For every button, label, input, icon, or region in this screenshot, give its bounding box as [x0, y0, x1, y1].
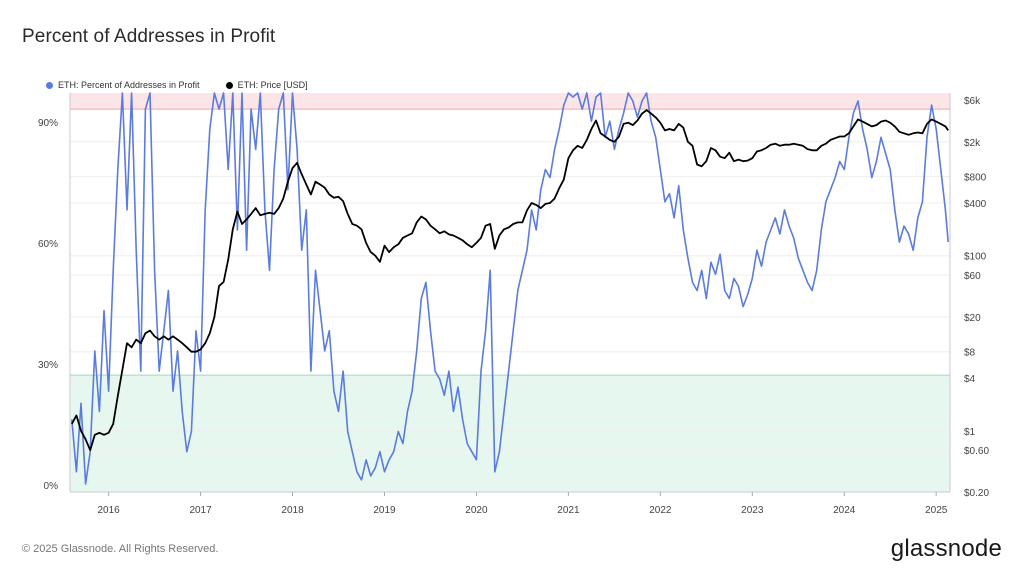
legend-dot-price	[225, 81, 233, 89]
y-left-tick-label-0: 0%	[44, 481, 59, 492]
legend-label-price: ETH: Price [USD]	[237, 80, 308, 90]
low-profit-zone-band	[70, 375, 950, 492]
x-tick-label-2016: 2016	[97, 505, 120, 516]
price-line	[71, 109, 949, 452]
y-right-tick-label-$4: $4	[964, 374, 976, 385]
chart-axes	[69, 93, 951, 496]
y-left-tick-label-30: 30%	[38, 360, 58, 371]
chart-legend: ETH: Percent of Addresses in Profit ETH:…	[46, 80, 308, 90]
page-title: Percent of Addresses in Profit	[22, 26, 276, 47]
x-tick-label-2021: 2021	[557, 505, 580, 516]
high-profit-zone-band	[70, 93, 950, 110]
y-right-tick-label-$0.60: $0.60	[964, 446, 989, 457]
x-tick-label-2022: 2022	[649, 505, 672, 516]
y-left-tick-label-60: 60%	[38, 239, 58, 250]
y-right-tick-label-$8: $8	[964, 348, 976, 359]
glassnode-logo[interactable]: glassnode	[890, 535, 1002, 562]
y-right-tick-label-$100: $100	[964, 252, 987, 263]
y-right-tick-label-$800: $800	[964, 173, 987, 184]
legend-dot-profit	[46, 81, 53, 89]
x-tick-label-2023: 2023	[741, 505, 764, 516]
x-tick-label-2024: 2024	[833, 505, 856, 516]
y-right-tick-label-$0.20: $0.20	[964, 488, 989, 499]
chart-tick-labels: 2016 2017 2018 2019 2020 2021 2022 2023 2024 2025…	[38, 96, 989, 516]
y-right-tick-label-$400: $400	[964, 199, 987, 210]
profit-percent-line	[71, 92, 949, 485]
y-left-tick-label-90: 90%	[38, 118, 58, 129]
x-tick-label-2020: 2020	[465, 505, 488, 516]
x-tick-label-2019: 2019	[373, 505, 396, 516]
x-tick-label-2025: 2025	[925, 505, 948, 516]
legend-item-profit[interactable]: ETH: Percent of Addresses in Profit	[46, 80, 200, 90]
y-right-tick-label-$1: $1	[964, 427, 976, 438]
y-right-tick-label-$60: $60	[964, 271, 981, 282]
legend-label-profit: ETH: Percent of Addresses in Profit	[58, 80, 200, 90]
copyright-text: © 2025 Glassnode. All Rights Reserved.	[22, 543, 219, 555]
chart-series	[71, 92, 949, 485]
x-tick-label-2018: 2018	[281, 505, 304, 516]
y-right-tick-label-$20: $20	[964, 313, 981, 324]
y-right-tick-label-$2k: $2k	[964, 138, 981, 149]
chart-bands	[70, 93, 950, 492]
x-tick-label-2017: 2017	[189, 505, 212, 516]
y-right-tick-label-$6k: $6k	[964, 96, 981, 107]
legend-item-price[interactable]: ETH: Price [USD]	[225, 80, 308, 90]
